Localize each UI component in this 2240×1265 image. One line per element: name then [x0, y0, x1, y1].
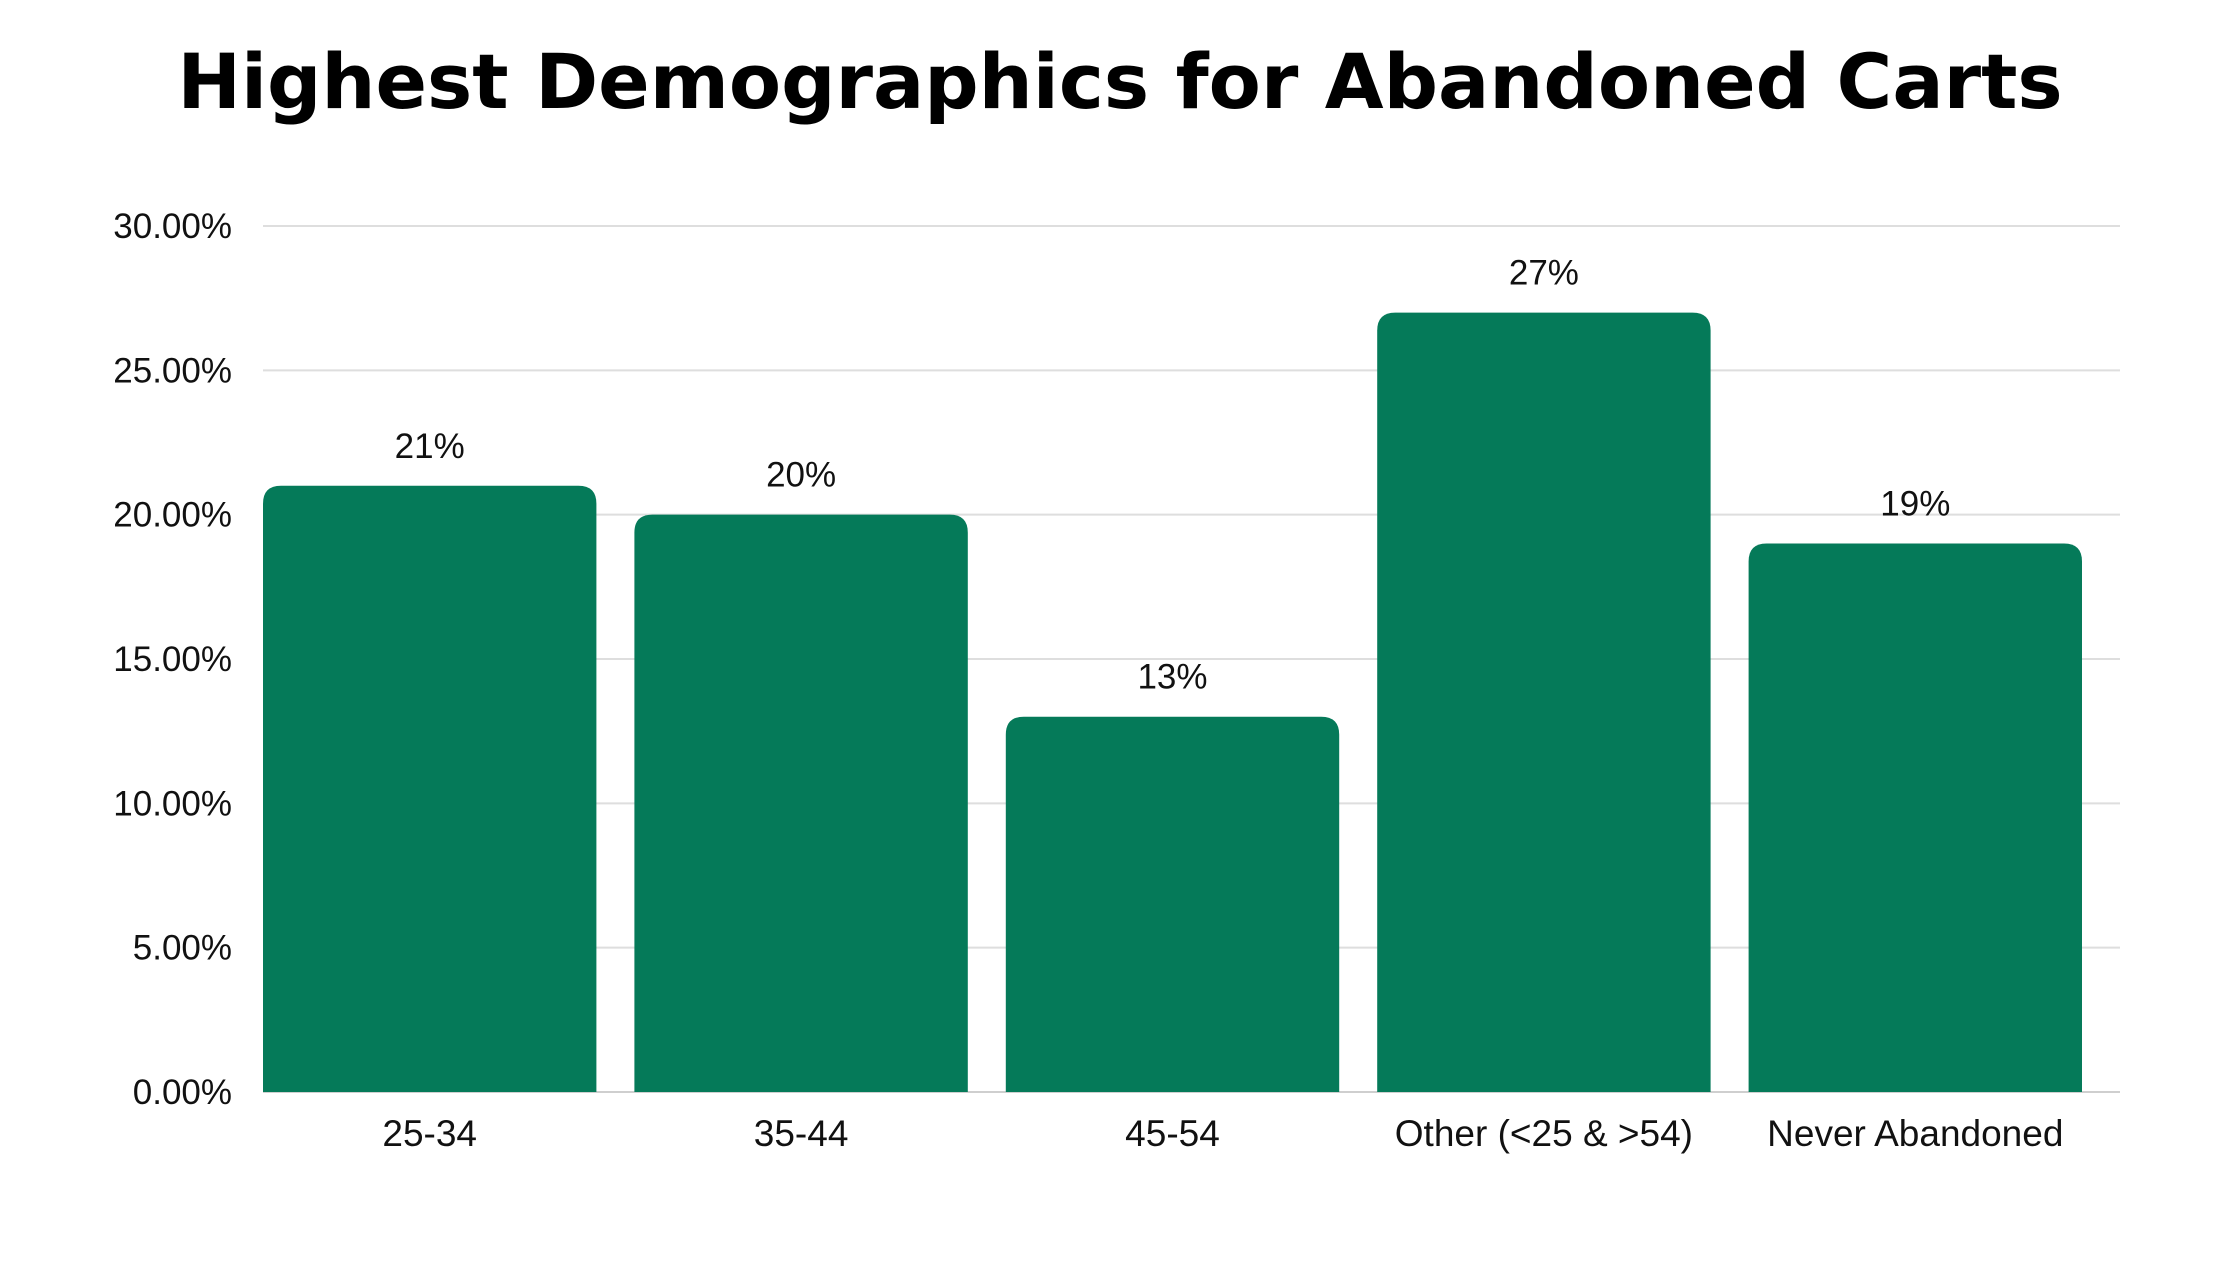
x-axis-category-labels: 25-34 35-44 45-54 Other (<25 & >54) Never Ab…	[382, 1113, 2063, 1154]
data-labels: 21% 20% 13% 27% 19%	[395, 254, 1951, 697]
y-axis-tick-labels: 0.00% 5.00% 10.00% 15.00% 20.00% 25.00% 30.00%	[113, 207, 232, 1112]
x-category-label: Other (<25 & >54)	[1395, 1113, 1693, 1154]
chart-title: Highest Demographics for Abandoned Carts	[177, 37, 2062, 126]
y-tick-label: 20.00%	[113, 496, 232, 535]
data-label: 13%	[1137, 658, 1207, 697]
y-tick-label: 10.00%	[113, 784, 232, 823]
y-tick-label: 15.00%	[113, 640, 232, 679]
bar-25-34	[263, 485, 597, 1092]
y-tick-label: 30.00%	[113, 207, 232, 246]
y-tick-label: 5.00%	[133, 929, 232, 968]
data-label: 27%	[1509, 254, 1579, 293]
x-category-label: 25-34	[382, 1113, 477, 1154]
bar-never-abandoned	[1748, 543, 2082, 1092]
x-category-label: 35-44	[754, 1113, 849, 1154]
bars	[263, 312, 2082, 1093]
y-tick-label: 0.00%	[133, 1073, 232, 1112]
data-label: 20%	[766, 456, 836, 495]
data-label: 19%	[1880, 485, 1950, 524]
bar-35-44	[634, 514, 968, 1092]
bar-other-25-54	[1377, 312, 1711, 1093]
data-label: 21%	[395, 427, 465, 466]
y-tick-label: 25.00%	[113, 351, 232, 390]
bar-45-54	[1005, 716, 1340, 1092]
x-category-label: 45-54	[1125, 1113, 1220, 1154]
x-category-label: Never Abandoned	[1767, 1113, 2063, 1154]
